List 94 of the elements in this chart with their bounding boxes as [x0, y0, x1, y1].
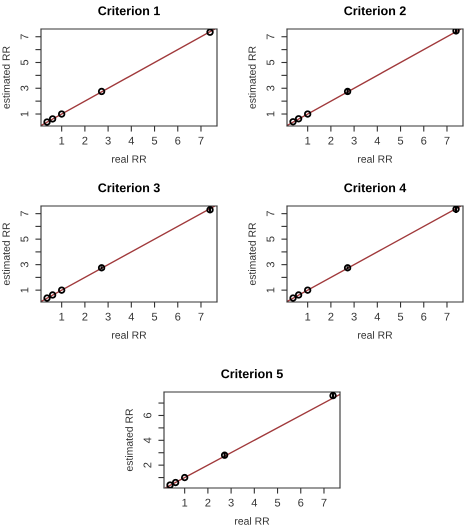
x-tick-label: 5 [398, 312, 404, 321]
y-tick-label: 2 [144, 462, 152, 468]
x-tick-label: 7 [198, 312, 204, 320]
chart-title: Criterion 4 [344, 183, 406, 192]
y-axis-title: estimated RR [125, 408, 133, 472]
point [289, 294, 297, 302]
point [294, 291, 302, 299]
point [329, 392, 337, 400]
x-tick-label: 7 [444, 312, 450, 320]
point [289, 118, 297, 126]
point [98, 264, 106, 272]
x-tick-label: 2 [328, 136, 334, 144]
point [220, 452, 228, 459]
x-tick-label: 1 [182, 498, 188, 506]
x-tick-label: 7 [444, 136, 450, 144]
chart-title: Criterion 3 [98, 183, 160, 192]
point [48, 291, 56, 299]
x-tick-label: 1 [305, 312, 310, 320]
y-tick-label: 5 [266, 236, 274, 242]
point [452, 206, 460, 213]
point [58, 110, 66, 118]
chart-title: Criterion 2 [344, 6, 406, 16]
point [180, 474, 188, 482]
point [58, 286, 66, 294]
y-tick-label: 3 [266, 86, 274, 91]
x-tick-label: 6 [175, 136, 180, 145]
y-axis-title: estimated RR [2, 46, 10, 109]
x-tick-label: 5 [152, 136, 158, 145]
point [43, 294, 51, 302]
x-tick-label: 5 [398, 136, 404, 145]
chart-title: Criterion 5 [221, 369, 283, 378]
x-tick-label: 2 [82, 312, 88, 320]
y-tick-label: 5 [20, 60, 28, 66]
y-axis-title: estimated RR [248, 46, 256, 109]
point [294, 115, 302, 122]
y-tick-label: 7 [20, 211, 28, 216]
y-tick-label: 5 [20, 236, 28, 242]
y-axis-title: estimated RR [2, 222, 10, 286]
x-axis-title: real RR [358, 331, 392, 339]
y-tick-label: 1 [266, 288, 274, 292]
x-tick-label: 1 [59, 312, 64, 320]
point [304, 110, 312, 118]
point [98, 88, 106, 96]
y-tick-label: 1 [20, 111, 28, 116]
x-tick-label: 6 [421, 312, 426, 321]
x-tick-label: 6 [298, 498, 304, 507]
x-axis-title: real RR [358, 155, 392, 163]
x-tick-label: 1 [305, 136, 310, 144]
point [344, 88, 352, 96]
y-tick-label: 7 [266, 34, 274, 40]
x-tick-label: 2 [205, 498, 210, 506]
y-tick-label: 4 [144, 438, 152, 444]
x-tick-label: 3 [351, 136, 357, 145]
x-tick-label: 3 [351, 312, 357, 321]
y-tick-label: 3 [20, 86, 28, 91]
x-tick-label: 4 [128, 312, 134, 320]
x-axis-title: real RR [235, 517, 270, 525]
y-tick-label: 5 [266, 60, 274, 66]
x-tick-label: 6 [421, 136, 426, 145]
x-tick-label: 4 [374, 136, 380, 144]
x-tick-label: 6 [175, 312, 180, 321]
x-tick-label: 4 [251, 498, 258, 506]
y-tick-label: 7 [266, 211, 274, 216]
x-tick-label: 4 [128, 136, 134, 144]
x-tick-label: 4 [374, 312, 380, 320]
y-tick-label: 1 [266, 111, 274, 116]
point [48, 115, 56, 123]
x-tick-label: 7 [198, 136, 204, 144]
point [206, 206, 214, 214]
chart-title: Criterion 1 [98, 6, 160, 16]
x-tick-label: 5 [152, 312, 158, 321]
x-axis-title: real RR [112, 331, 146, 339]
y-axis-title: estimated RR [248, 222, 256, 286]
x-tick-label: 7 [321, 498, 327, 506]
x-tick-label: 3 [105, 136, 111, 145]
x-tick-label: 3 [105, 312, 111, 321]
x-tick-label: 3 [228, 498, 234, 507]
x-tick-label: 2 [82, 136, 88, 144]
y-tick-label: 7 [20, 34, 28, 40]
point [304, 286, 312, 294]
point [206, 29, 214, 36]
x-tick-label: 1 [59, 136, 64, 144]
y-tick-label: 3 [20, 262, 28, 268]
point [344, 264, 352, 272]
x-tick-label: 2 [328, 312, 334, 320]
x-axis-title: real RR [112, 155, 146, 163]
x-tick-label: 5 [274, 498, 280, 507]
point [166, 481, 174, 488]
y-tick-label: 6 [144, 412, 152, 418]
point [452, 29, 460, 35]
point [172, 478, 180, 486]
y-tick-label: 1 [20, 288, 28, 292]
y-tick-label: 3 [266, 262, 274, 268]
point [43, 118, 51, 126]
